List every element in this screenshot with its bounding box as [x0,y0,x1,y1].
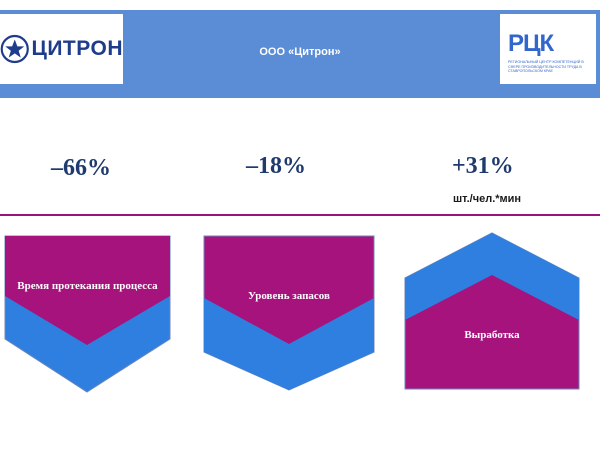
company-logo: ЦИТРОН [0,14,123,84]
metric-inventory: –18% [246,153,306,179]
shape-inventory: Уровень запасов [203,235,375,391]
chevron-down-shape [203,235,375,391]
section-divider [0,214,600,216]
partner-logo: РЦК Региональный центр компетенций в сфе… [500,14,596,84]
shape-label: Уровень запасов [248,290,330,302]
star-emblem-icon [0,34,29,64]
partner-logo-subtitle: Региональный центр компетенций в сфере п… [508,60,584,74]
shape-process-time: Время протекания процесса [4,235,171,393]
company-logo-text: ЦИТРОН [31,37,123,60]
chevron-up-shape [404,232,580,390]
page-title: ООО «Цитрон» [259,46,341,58]
metric-productivity: +31% [452,153,514,179]
metric-process-time: –66% [51,155,111,181]
shape-label: Время протекания процесса [17,280,158,292]
chevron-down-shape [4,235,171,393]
shape-productivity: Выработка [404,232,580,390]
partner-logo-mark: РЦК [508,30,554,57]
shape-label: Выработка [464,329,520,341]
metric-productivity-unit: шт./чел.*мин [453,193,522,205]
